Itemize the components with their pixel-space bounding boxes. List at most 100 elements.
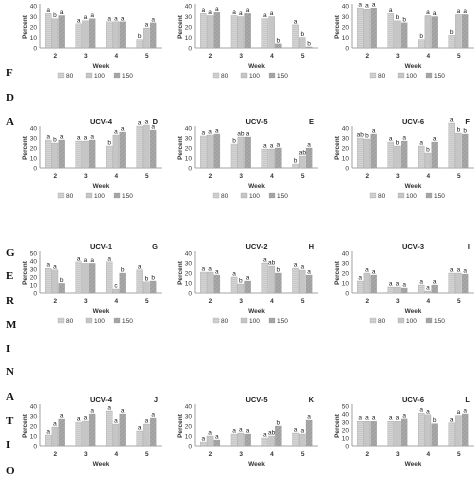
significance-letter: a [246,275,250,282]
significance-letter: a [208,266,212,273]
significance-letter: a [277,142,281,149]
significance-letter: a [389,281,393,288]
significance-letter: a [114,418,118,425]
bar [305,274,313,294]
significance-letter: a [60,134,64,141]
significance-letter: a [463,408,467,415]
y-tick-label: 20 [185,145,193,152]
legend-label: 150 [122,193,133,200]
x-tick-label: 3 [239,298,243,305]
bar [394,421,401,447]
bar [455,272,462,294]
y-tick-label: 40 [185,403,193,410]
y-tick-label: 10 [185,35,193,42]
bar [418,284,425,294]
legend-label: 80 [221,193,229,200]
bar [237,136,245,169]
y-axis-label: Percent [177,135,184,160]
bar [237,432,245,447]
significance-letter: a [145,418,149,425]
x-tick-label: 5 [457,451,461,458]
legend-swatch [212,192,220,199]
significance-letter: a [365,267,369,274]
x-tick-label: 2 [209,173,213,180]
y-tick-label: 10 [342,435,350,442]
significance-letter: b [53,137,57,144]
bar [275,272,282,294]
significance-letter: a [426,408,430,415]
bar [387,421,394,447]
bar [292,24,299,49]
x-tick-label: 4 [114,173,118,180]
bar [387,13,394,49]
y-tick-label: 40 [185,3,193,10]
x-tick-label: 2 [365,451,369,458]
x-tick-label: 4 [426,53,430,60]
y-tick-label: 40 [342,250,350,257]
side-label-letter: M [6,319,17,331]
significance-letter: a [84,135,88,142]
bar [268,148,275,169]
y-tick-label: 30 [30,14,38,21]
y-tick-label: 30 [185,413,193,420]
panel-letter: G [152,242,158,251]
significance-letter: a [389,7,393,14]
bar [261,18,269,49]
y-tick-label: 50 [30,250,38,257]
y-tick-label: 10 [30,155,38,162]
significance-letter: a [60,413,64,420]
bar [455,14,462,49]
y-tick-label: 20 [30,145,38,152]
bar [305,147,313,169]
significance-letter: a [114,129,118,136]
significance-letter: a [426,285,430,292]
y-tick-label: 20 [30,24,38,31]
significance-letter: a [372,415,376,422]
bar [200,135,207,169]
significance-letter: a [433,279,437,286]
significance-letter: b [365,133,369,140]
bar [424,15,432,49]
significance-letter: a [201,436,205,443]
bar [418,39,425,49]
bar [448,35,455,49]
bar [370,133,377,169]
legend-swatch [57,317,65,324]
y-tick-label: 30 [185,14,193,21]
significance-letter: a [270,10,274,17]
y-tick-label: 10 [30,282,38,289]
panel-title: UCV-1 [90,242,112,251]
x-axis-label: Week [93,308,110,315]
significance-letter: a [402,282,406,289]
panel-letter: D [153,117,159,126]
significance-letter: a [389,415,393,422]
significance-letter: ab [268,430,276,437]
y-tick-label: 0 [33,290,37,297]
significance-letter: b [107,140,111,147]
bar [230,15,238,49]
legend-swatch [85,192,93,199]
significance-letter: a [358,275,362,282]
significance-letter: a [77,135,81,142]
legend-swatch [268,192,276,199]
bar [136,125,143,169]
y-axis-label: Percent [177,260,184,285]
bar [213,274,221,294]
legend-swatch [85,72,93,79]
side-label-letter: D [6,92,14,104]
significance-letter: a [389,136,393,143]
legend-label: 100 [94,73,105,80]
legend-label: 80 [66,193,74,200]
bar [112,21,120,49]
bar [305,46,313,49]
bar [431,423,438,447]
significance-letter: a [215,269,219,276]
significance-letter: a [263,143,267,150]
bar [51,142,59,169]
significance-letter: a [121,408,125,415]
x-axis-label: Week [405,183,422,190]
significance-letter: a [358,2,362,9]
bar [448,122,455,169]
legend-swatch [240,192,248,199]
